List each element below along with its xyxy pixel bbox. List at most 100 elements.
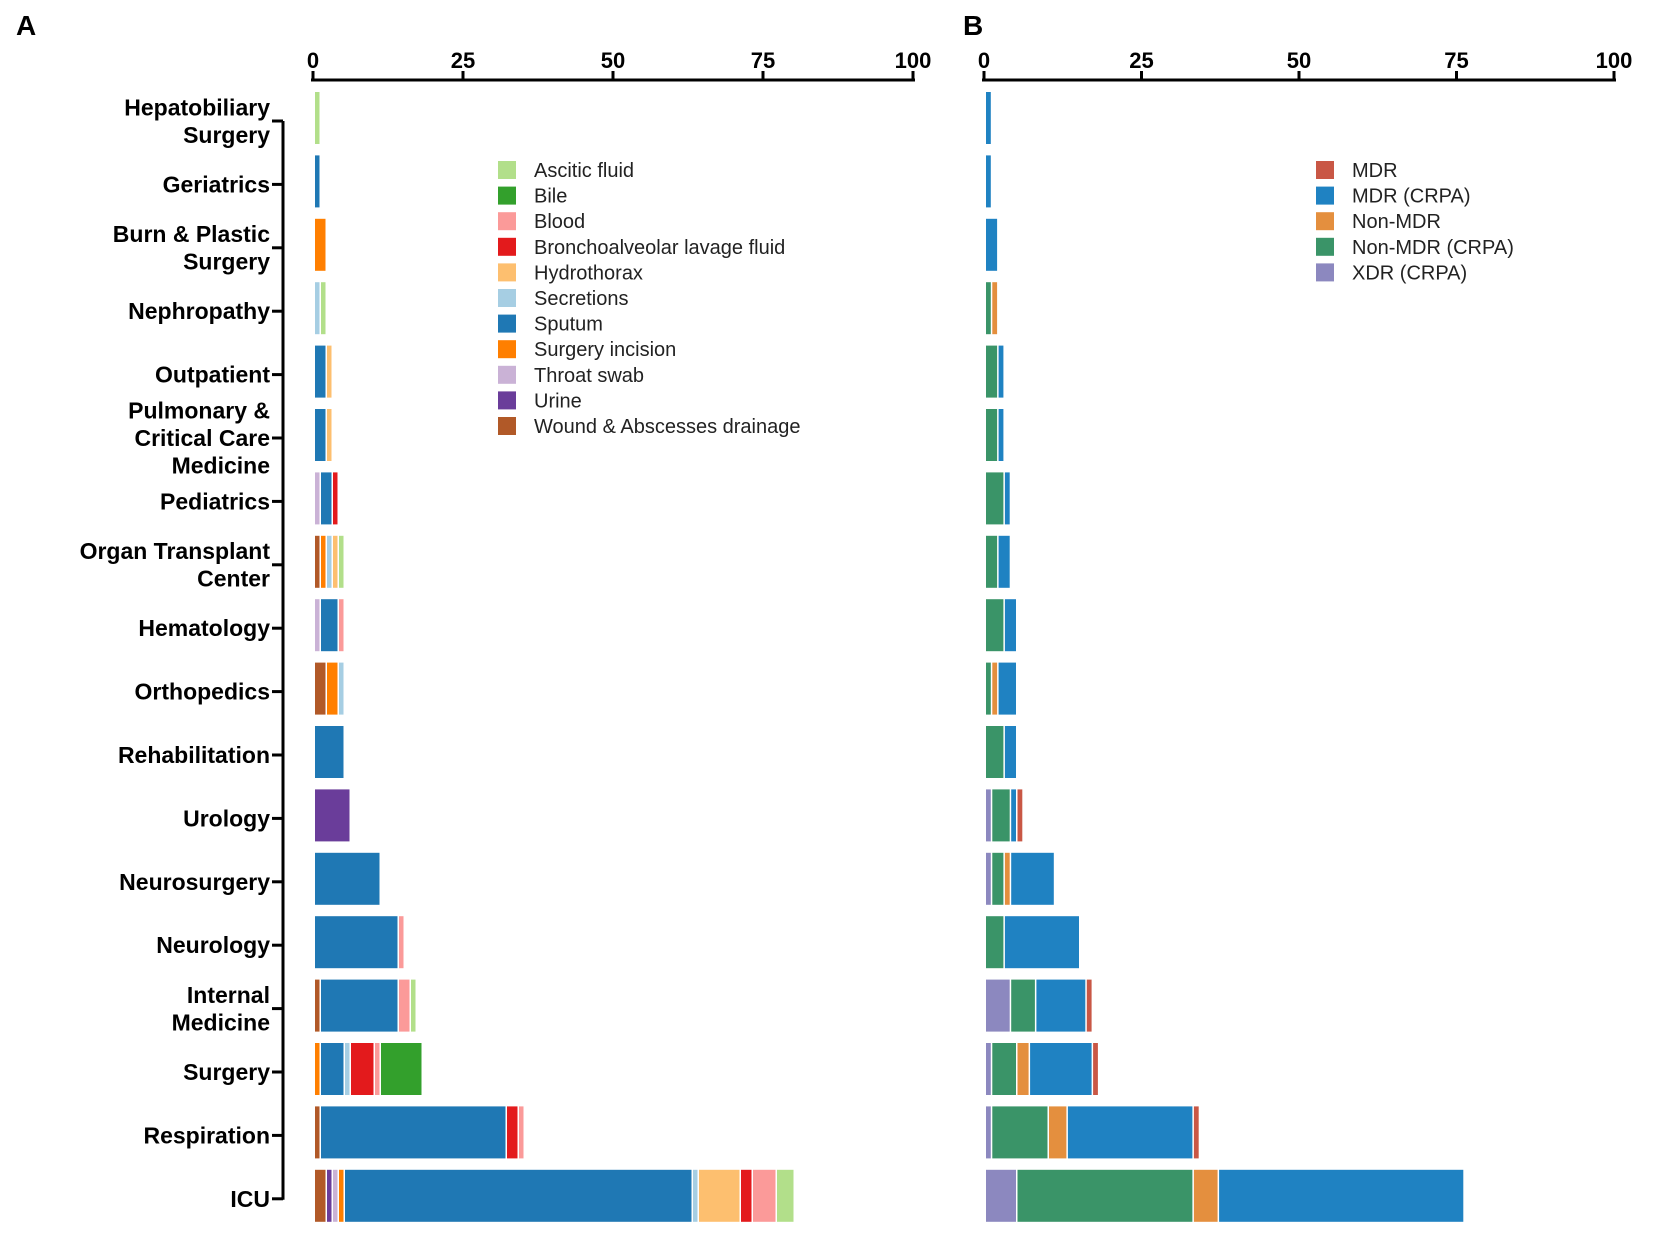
bar-segment-xdr-crpa [986,979,1010,1032]
legend-swatch-xdr-crpa [1316,263,1334,282]
bar-segment-urine [315,789,350,842]
bar-segment-blood [339,599,344,652]
legend-swatch-surgery-incision [498,340,516,359]
x-tick-label: 100 [1596,48,1633,73]
category-label: Medicine [172,453,270,479]
bar-segment-xdr-crpa [986,789,991,842]
legend-label-blood: Blood [534,211,585,233]
bar-segment-non-mdr-crpa [986,535,998,588]
bar-segment-wound-and-abscesses-drainage [315,1169,326,1222]
category-label: Urology [183,805,270,831]
bar-segment-wound-and-abscesses-drainage [315,535,320,588]
bar-segment-non-mdr [992,662,998,715]
legend-swatch-secretions [498,289,516,307]
legend-swatch-bile [498,186,516,205]
bar-segment-ascitic-fluid [315,92,320,144]
panel-a-letter: A [16,10,36,41]
bar-segment-non-mdr-crpa [992,1106,1048,1159]
legend-label-non-mdr-crpa: Non-MDR (CRPA) [1352,237,1514,259]
bar-segment-xdr-crpa [986,1043,991,1095]
bar-segment-mdr-crpa [998,535,1010,588]
bar-segment-non-mdr-crpa [986,599,1004,652]
bar-segment-hydrothorax [333,535,338,588]
bar-segment-secretions [693,1169,698,1222]
bar-segment-mdr-crpa [986,155,991,208]
category-label: Orthopedics [135,679,270,705]
bar-segment-non-mdr-crpa [1017,1169,1193,1222]
bar-segment-mdr-crpa [1067,1106,1193,1159]
panel-a-chart: 0 25 50 75 100HepatobiliarySurgeryGeriatrics… [80,48,932,1222]
legend-label-throat-swab: Throat swab [534,365,644,387]
bar-segment-mdr-crpa [1011,789,1016,842]
bar-segment-mdr [1017,789,1023,842]
bar-segment-non-mdr-crpa [986,916,1004,969]
legend-swatch-wound-and-abscesses-drainage [498,417,516,435]
category-label: Internal [187,982,270,1008]
category-label: Pediatrics [160,488,270,514]
category-label: Nephropathy [128,298,270,324]
bar-segment-non-mdr [992,282,998,335]
bar-segment-mdr-crpa [1011,852,1054,905]
legend-label-hydrothorax: Hydrothorax [534,262,643,284]
bar-segment-urine [327,1169,332,1222]
category-label: Pulmonary & [128,398,270,424]
legend-label-wound-and-abscesses-drainage: Wound & Abscesses drainage [534,416,800,438]
bar-segment-mdr-crpa [998,409,1004,461]
panel-b-chart: 0 25 50 75 100 MDR MDR (CRPA) Non-MDR Non-MDR (C… [978,48,1632,1222]
bar-segment-wound-and-abscesses-drainage [315,1106,320,1159]
x-tick-label: 75 [1444,48,1468,73]
bar-segment-blood [519,1106,524,1159]
bar-segment-mdr [1086,979,1092,1032]
bar-segment-secretions [339,662,344,715]
category-label: Critical Care [134,425,270,451]
bar-segment-ascitic-fluid [321,282,326,335]
category-label: Geriatrics [163,171,270,197]
bar-segment-hydrothorax [327,409,332,461]
bar-segment-mdr-crpa [1004,726,1016,778]
bar-segment-non-mdr-crpa [992,852,1004,905]
bar-segment-wound-and-abscesses-drainage [315,662,326,715]
bar-segment-secretions [345,1043,350,1095]
bar-segment-sputum [321,1043,344,1095]
bar-segment-surgery-incision [321,535,326,588]
legend-swatch-throat-swab [498,365,516,384]
bar-segment-surgery-incision [315,218,326,271]
category-label: Rehabilitation [118,742,270,768]
bar-segment-mdr-crpa [1030,1043,1092,1095]
bar-segment-non-mdr [1193,1169,1218,1222]
bar-segment-throat-swab [315,599,320,652]
category-label: Respiration [143,1122,270,1148]
category-label: Organ Transplant [80,538,271,564]
legend-swatch-sputum [498,314,516,333]
bar-segment-sputum [315,726,344,778]
x-tick-label: 50 [1287,48,1311,73]
bar-segment-non-mdr-crpa [986,409,998,461]
bar-segment-mdr [1193,1106,1199,1159]
bar-segment-throat-swab [315,472,320,525]
bar-segment-mdr [1093,1043,1098,1095]
bar-segment-bronchoalveolar-lavage-fluid [741,1169,752,1222]
bar-segment-non-mdr-crpa [986,662,991,715]
legend-label-surgery-incision: Surgery incision [534,339,676,361]
x-tick-label: 25 [451,48,475,73]
bar-segment-non-mdr-crpa [986,282,991,335]
bar-segment-xdr-crpa [986,1106,991,1159]
bar-segment-xdr-crpa [986,852,991,905]
bar-segment-mdr-crpa [1004,472,1010,525]
x-tick-label: 100 [895,48,932,73]
bar-segment-mdr-crpa [998,662,1016,715]
x-tick-label: 25 [1129,48,1153,73]
legend-swatch-mdr-crpa [1316,186,1334,205]
category-label: Medicine [172,1009,270,1035]
bar-segment-blood [399,916,404,969]
bar-segment-blood [399,979,410,1032]
bar-segment-sputum [321,979,398,1032]
legend-label-mdr: MDR [1352,160,1398,182]
legend-swatch-mdr [1316,161,1334,179]
bar-segment-surgery-incision [327,662,338,715]
category-label: ICU [230,1186,270,1212]
legend-label-bile: Bile [534,186,567,208]
x-tick-label: 0 [978,48,990,73]
category-label: Hepatobiliary [124,94,270,120]
